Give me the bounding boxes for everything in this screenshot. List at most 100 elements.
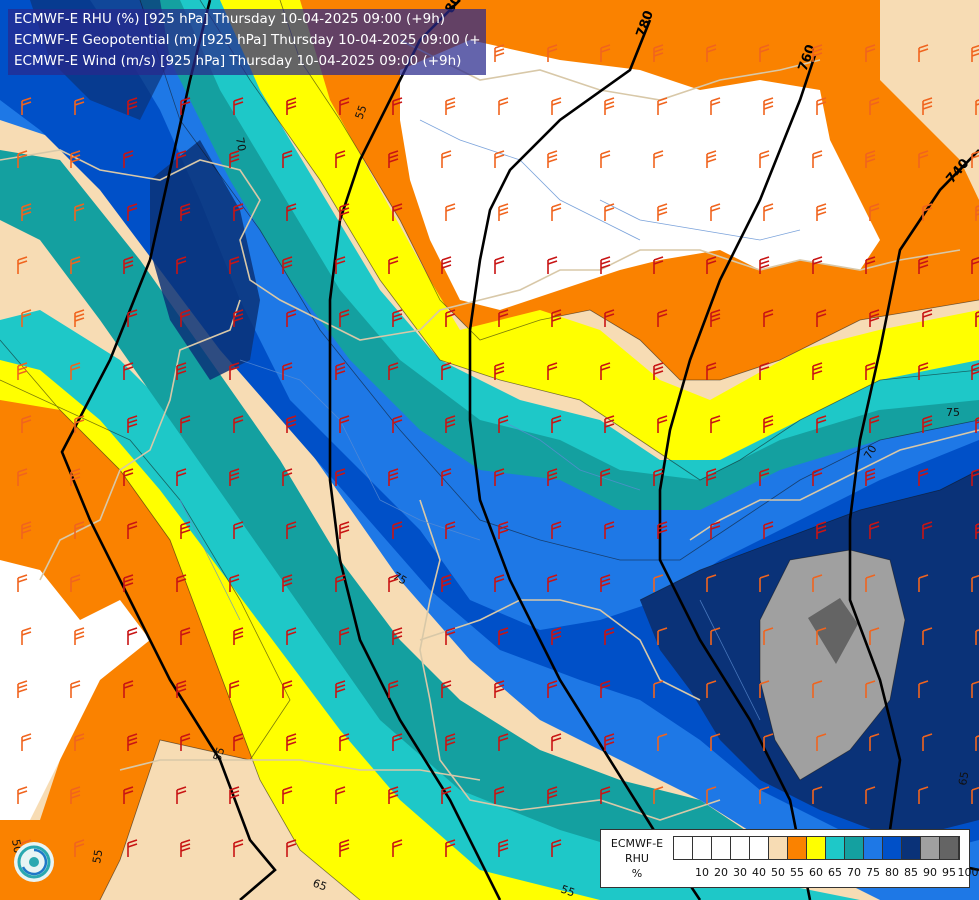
wind-barb	[600, 256, 611, 274]
wind-barb	[494, 150, 505, 168]
wind-barb	[975, 205, 979, 221]
isoline-820	[60, 0, 277, 900]
rhu-label: 75	[946, 406, 960, 419]
rhu-band-75	[100, 0, 979, 620]
wind-barb	[494, 256, 505, 274]
rhu-band-100	[808, 598, 858, 664]
wind-barb	[392, 97, 403, 115]
wind-barb	[286, 97, 297, 115]
wind-barb	[282, 256, 293, 274]
wind-barb	[498, 733, 509, 751]
legend-swatch	[902, 837, 921, 859]
wind-barb	[388, 680, 399, 698]
wind-barb	[233, 203, 244, 221]
wind-barb	[176, 362, 187, 380]
wind-barb	[392, 733, 403, 751]
wind-barb	[392, 415, 403, 433]
wind-barb	[127, 839, 138, 857]
wind-barb	[918, 256, 929, 274]
wind-barb	[547, 362, 558, 380]
wind-barb	[339, 521, 350, 539]
wind-barb	[233, 309, 244, 327]
wind-barb	[21, 627, 32, 645]
wind-barb	[706, 44, 717, 62]
wind-barb	[657, 203, 668, 221]
wind-barb	[445, 839, 456, 857]
legend-title-variable: RHU	[625, 852, 649, 865]
wind-barb	[21, 733, 32, 751]
wind-barb	[865, 468, 876, 486]
wind-barb	[975, 311, 979, 327]
wind-barb	[975, 417, 979, 433]
wind-barb	[335, 786, 346, 804]
legend-swatch	[788, 837, 807, 859]
wind-barb	[706, 574, 717, 592]
wind-barb	[812, 680, 823, 698]
wind-barb	[494, 44, 505, 62]
wind-barb	[388, 256, 399, 274]
wind-barb	[816, 415, 827, 433]
wind-barb	[759, 574, 770, 592]
wind-barb	[706, 468, 717, 486]
wind-barb	[600, 468, 611, 486]
wind-barb	[282, 362, 293, 380]
wind-barb	[233, 733, 244, 751]
legend-swatch	[807, 837, 826, 859]
wind-barb	[17, 680, 28, 698]
wind-barb	[498, 627, 509, 645]
wind-barb	[335, 468, 346, 486]
wind-barb	[339, 203, 350, 221]
legend-tick-label: 85	[904, 866, 918, 879]
rhu-band-95	[760, 550, 905, 780]
wind-barb	[975, 99, 979, 115]
wind-barb	[865, 680, 876, 698]
wind-barb	[445, 203, 456, 221]
wind-barb	[975, 523, 979, 539]
wind-barb	[70, 680, 81, 698]
wind-barb	[282, 468, 293, 486]
wind-barb	[74, 203, 85, 221]
wind-barb	[706, 786, 717, 804]
wind-barb	[498, 839, 509, 857]
wind-barb	[127, 415, 138, 433]
wind-barb	[763, 627, 774, 645]
wind-barb	[392, 839, 403, 857]
rhu-band-dry-north	[400, 40, 880, 310]
wind-barb	[710, 627, 721, 645]
wind-barb	[74, 97, 85, 115]
wind-barb	[74, 839, 85, 857]
legend-tick-label: 50	[771, 866, 785, 879]
wind-barb	[869, 203, 880, 221]
wind-barb	[604, 415, 615, 433]
wind-barb	[494, 362, 505, 380]
wind-barb	[70, 786, 81, 804]
wind-barb	[763, 309, 774, 327]
wind-barb	[339, 839, 350, 857]
wind-barb	[180, 733, 191, 751]
wind-barb	[547, 680, 558, 698]
wind-barb	[335, 362, 346, 380]
wind-barb	[127, 203, 138, 221]
wind-barb	[441, 680, 452, 698]
wind-barb	[123, 256, 134, 274]
wind-barb	[918, 574, 929, 592]
wind-barb	[653, 362, 664, 380]
legend-swatch	[864, 837, 883, 859]
wind-barb	[176, 150, 187, 168]
wind-barb	[229, 150, 240, 168]
wind-barb	[127, 309, 138, 327]
wind-barb	[445, 415, 456, 433]
wind-barb	[918, 150, 929, 168]
rhu-contour-labels: 70 55 75 75 65 55 65 55 70 50 55	[9, 103, 971, 899]
wind-barb	[710, 733, 721, 751]
wind-barb	[74, 733, 85, 751]
wind-barb	[763, 521, 774, 539]
wind-barb	[17, 150, 28, 168]
legend-swatch	[769, 837, 788, 859]
legend-swatch	[826, 837, 845, 859]
wind-barb	[710, 415, 721, 433]
wind-barb	[922, 415, 933, 433]
wind-barb	[812, 574, 823, 592]
isoline-760	[658, 54, 817, 900]
